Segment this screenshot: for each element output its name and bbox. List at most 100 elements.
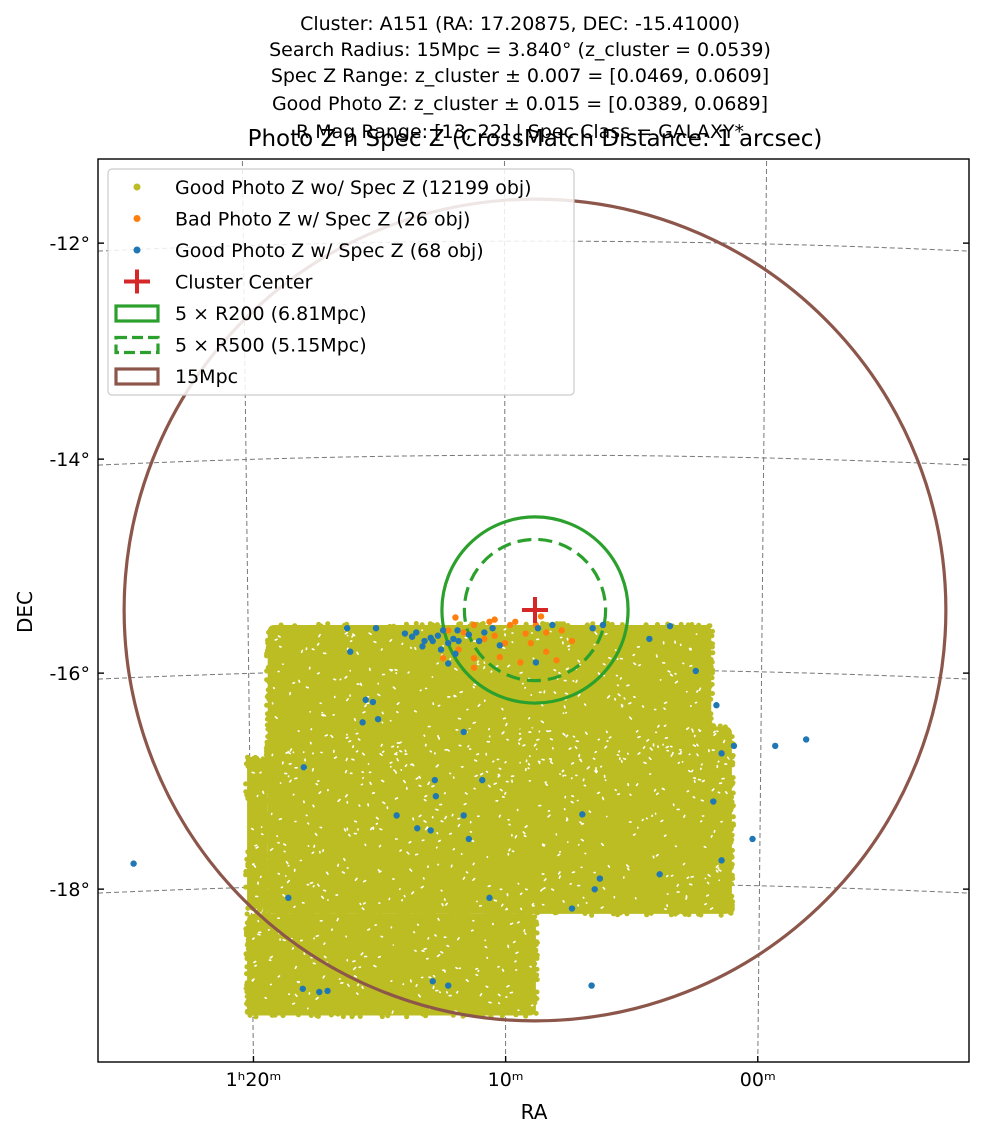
- good-photo-z-spec-point: [481, 629, 488, 636]
- figure-header: Cluster: A151 (RA: 17.20875, DEC: -15.41…: [269, 13, 771, 143]
- x-tick-label: 1ʰ20ᵐ: [226, 1069, 282, 1091]
- good-photo-z-spec-point: [486, 894, 493, 902]
- circle-r200: [440, 515, 630, 705]
- good-photo-z-spec-point: [710, 798, 717, 805]
- good-photo-z-spec-point: [452, 650, 459, 658]
- bad-photo-z-point: [491, 616, 498, 623]
- good-photo-z-spec-point: [666, 622, 674, 630]
- good-photo-z-spec-point: [421, 637, 428, 645]
- bad-photo-z-point: [496, 653, 503, 661]
- good-photo-z-spec-point: [579, 811, 586, 818]
- x-tick-label: 00ᵐ: [740, 1069, 776, 1091]
- good-photo-z-spec-point: [316, 988, 323, 996]
- bad-photo-z-point: [537, 613, 545, 620]
- legend-swatch-r200: [114, 304, 160, 323]
- good-photo-z-spec-point: [343, 624, 351, 632]
- x-axis-label: RA: [521, 1100, 548, 1124]
- good-photo-z-spec-point: [427, 634, 434, 642]
- good-photo-z-spec-point: [413, 629, 420, 636]
- good-photo-z-spec-point: [393, 812, 400, 819]
- legend-box: [107, 168, 575, 396]
- good-photo-z-spec-point: [646, 635, 653, 643]
- legend-swatch-r500: [114, 335, 160, 355]
- legend-dot-bad_photo_with_spec: [133, 215, 141, 222]
- good-photo-z-spec-point: [465, 631, 473, 638]
- good-photo-z-spec-point: [596, 875, 604, 882]
- legend-label-search: 15Mpc: [175, 366, 238, 388]
- good-photo-z-spec-point: [713, 702, 720, 709]
- legend-label-cluster_center: Cluster Center: [175, 272, 313, 294]
- good-photo-z-spec-point: [300, 764, 308, 771]
- bad-photo-z-point: [568, 637, 576, 645]
- bad-photo-z-point: [445, 627, 452, 634]
- good-photo-z-spec-point: [568, 905, 576, 912]
- good-photo-z-spec-point: [401, 630, 409, 637]
- good-photo-z-spec-point: [431, 776, 439, 784]
- good-photo-z-spec-point: [450, 635, 457, 643]
- good-photo-z-spec-point: [588, 982, 595, 989]
- bad-photo-z-point: [512, 618, 519, 625]
- cluster-center-marker: [522, 597, 548, 623]
- bad-photo-z-point: [506, 621, 514, 629]
- good-photo-z-spec-point: [475, 637, 483, 645]
- legend-dot-good_photo_with_spec: [133, 246, 141, 254]
- good-photo-z-spec-point: [455, 637, 462, 645]
- good-photo-z-spec-point: [347, 648, 354, 655]
- good-photo-z-spec-point: [437, 646, 445, 653]
- good-photo-z-spec-point: [656, 871, 663, 878]
- bad-photo-z-point: [481, 635, 488, 643]
- grid-line-dec: [98, 454, 969, 466]
- bad-photo-z-point: [522, 630, 529, 637]
- good-photo-z-spec-point: [772, 742, 779, 750]
- bad-photo-z-point: [439, 654, 447, 662]
- bad-photo-z-point: [486, 618, 493, 625]
- good-photo-z-spec-point: [479, 776, 486, 784]
- good-photo-z-spec-point: [718, 750, 725, 757]
- good-photo-z-spec-point: [465, 835, 473, 843]
- good-photo-z-spec-point: [445, 982, 452, 989]
- good-photo-z-spec-point: [374, 715, 382, 723]
- good-photo-z-spec-point: [429, 978, 436, 985]
- legend: Good Photo Z wo/ Spec Z (12199 obj) Bad P…: [107, 168, 575, 396]
- good-photo-z-spec-point: [749, 835, 756, 843]
- good-photo-z-spec-point: [285, 894, 292, 902]
- bad-photo-z-point: [470, 664, 478, 671]
- good-photo-z-spec-point: [599, 621, 607, 629]
- good-photo-z-spec-point: [299, 985, 306, 992]
- bad-photo-z-point: [452, 614, 459, 621]
- good-photo-z-spec-point: [718, 857, 725, 864]
- good-photo-z-spec-point: [534, 624, 542, 632]
- bad-photo-z-point: [517, 659, 524, 666]
- good-photo-z-spec-point: [408, 633, 416, 640]
- legend-label-r200: 5 × R200 (6.81Mpc): [175, 303, 367, 325]
- good-photo-z-spec-point: [460, 812, 467, 819]
- legend-label-good_photo_with_spec: Good Photo Z w/ Spec Z (68 obj): [175, 240, 484, 262]
- good-photo-z-spec-point: [460, 728, 467, 736]
- legend-dot-good_photo_no_spec: [133, 183, 141, 191]
- photo-field-gaps: [269, 730, 731, 911]
- circle-r500: [462, 537, 608, 683]
- good-photo-z-spec-point: [454, 627, 461, 634]
- good-photo-z-spec-point: [369, 698, 377, 706]
- header-line-5: R Mag Range: [13, 22] | Spec Class = GAL…: [296, 121, 744, 143]
- good-photo-z-spec-point: [549, 621, 556, 629]
- photo-field-gaps: [251, 917, 534, 1014]
- legend-label-good_photo_no_spec: Good Photo Z wo/ Spec Z (12199 obj): [175, 177, 532, 199]
- good-photo-z-spec-point: [445, 660, 452, 667]
- y-tick-label: -16°: [49, 663, 90, 685]
- bad-photo-z-point: [491, 632, 498, 639]
- good-photo-z-spec-point: [130, 860, 137, 867]
- good-photo-z-spec-point: [730, 742, 738, 750]
- legend-label-r500: 5 × R500 (5.15Mpc): [175, 335, 367, 357]
- photo-field-edge-dots: [243, 754, 272, 913]
- good-photo-z-spec-point: [591, 886, 598, 893]
- good-photo-z-spec-point: [532, 659, 540, 666]
- good-photo-z-spec-point: [324, 987, 331, 995]
- legend-swatch-search: [114, 367, 160, 386]
- good-photo-z-spec-point: [414, 825, 421, 832]
- chart-title: Photo Z n Spec Z (CrossMatch Distance: 1…: [248, 126, 823, 152]
- bad-photo-z-point: [501, 639, 509, 647]
- good-photo-z-spec-point: [362, 696, 369, 704]
- photo-field-edge-dots: [263, 722, 736, 918]
